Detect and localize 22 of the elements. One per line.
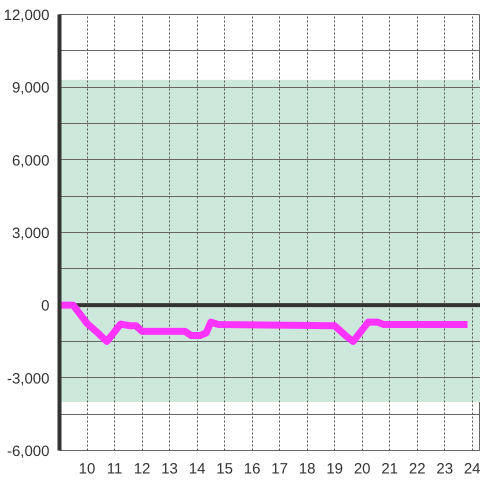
x-tick-label: 19 [326,460,344,478]
x-tick-label: 14 [188,460,206,478]
x-tick-label: 18 [298,460,316,478]
y-tick-label: 0 [41,298,50,315]
x-tick-label: 12 [134,460,150,478]
x-tick-label: 20 [354,460,371,478]
y-tick-label: 3,000 [12,225,50,242]
x-tick-label: 17 [271,460,288,478]
y-tick-label: -3,000 [6,370,50,388]
x-tick-label: 11 [106,460,122,478]
x-tick-label: 21 [381,460,398,478]
x-tick-label: 16 [244,460,260,478]
y-tick-label: 6,000 [12,152,50,170]
x-tick-label: 10 [78,460,96,478]
x-tick-label: 23 [436,460,454,478]
y-tick-label: -6,000 [6,443,50,460]
x-tick-label: 15 [216,460,233,478]
x-tick-label: 22 [408,460,426,478]
y-tick-label: 12,000 [4,7,50,24]
x-tick-label: 13 [161,460,178,478]
y-tick-label: 9,000 [12,80,50,97]
x-tick-label: 24 [464,460,480,478]
